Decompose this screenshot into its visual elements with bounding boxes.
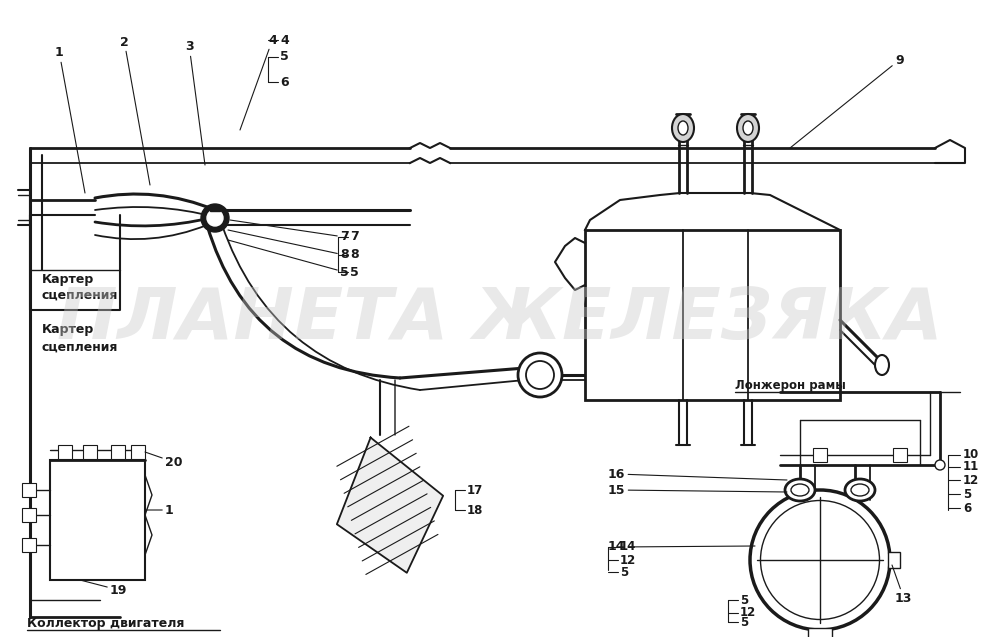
Circle shape xyxy=(201,204,229,232)
Text: 7: 7 xyxy=(230,220,349,243)
Text: 3: 3 xyxy=(185,41,205,165)
Bar xyxy=(83,445,97,459)
Ellipse shape xyxy=(743,121,753,135)
Text: 5: 5 xyxy=(228,240,349,278)
Text: 1: 1 xyxy=(145,503,174,517)
Ellipse shape xyxy=(845,479,875,501)
Text: 18: 18 xyxy=(467,503,483,517)
Text: Лонжерон рамы: Лонжерон рамы xyxy=(735,378,846,392)
Text: 2: 2 xyxy=(120,36,150,185)
Text: 20: 20 xyxy=(145,452,182,468)
Bar xyxy=(131,445,145,459)
Circle shape xyxy=(518,353,562,397)
Text: 12: 12 xyxy=(620,554,636,566)
Text: 4: 4 xyxy=(280,34,289,47)
Text: Коллектор двигателя: Коллектор двигателя xyxy=(27,617,184,631)
Bar xyxy=(111,445,125,459)
Circle shape xyxy=(761,501,880,620)
Circle shape xyxy=(935,460,945,470)
Ellipse shape xyxy=(785,479,815,501)
Text: 5: 5 xyxy=(620,566,628,578)
Bar xyxy=(813,448,827,462)
Text: Картер: Картер xyxy=(42,273,94,287)
Text: сцепления: сцепления xyxy=(42,341,118,354)
Text: 16: 16 xyxy=(608,468,787,480)
Ellipse shape xyxy=(672,114,694,142)
Bar xyxy=(22,538,36,552)
Text: 14: 14 xyxy=(608,541,755,554)
Bar xyxy=(893,448,907,462)
Text: 12: 12 xyxy=(963,473,979,487)
Ellipse shape xyxy=(851,484,869,496)
Text: 11: 11 xyxy=(963,461,979,473)
Text: 5: 5 xyxy=(280,50,289,64)
Text: 14: 14 xyxy=(620,541,636,554)
Text: 6: 6 xyxy=(963,501,971,515)
Text: Картер: Картер xyxy=(42,324,94,336)
Bar xyxy=(58,445,72,459)
Text: 5: 5 xyxy=(740,615,748,629)
Text: 4: 4 xyxy=(240,34,277,130)
Ellipse shape xyxy=(791,484,809,496)
Text: 12: 12 xyxy=(740,606,756,620)
Text: сцепления: сцепления xyxy=(42,289,118,301)
Bar xyxy=(210,205,220,211)
Bar xyxy=(808,628,832,637)
Polygon shape xyxy=(337,438,443,573)
Text: 6: 6 xyxy=(280,76,289,89)
Bar xyxy=(22,508,36,522)
Bar xyxy=(50,460,145,580)
Circle shape xyxy=(526,361,554,389)
Circle shape xyxy=(750,490,890,630)
Text: 8: 8 xyxy=(350,248,359,262)
Text: 7: 7 xyxy=(350,231,359,243)
Text: 1: 1 xyxy=(55,47,85,193)
Bar xyxy=(585,230,840,400)
Ellipse shape xyxy=(737,114,759,142)
Ellipse shape xyxy=(875,355,889,375)
Bar xyxy=(22,483,36,497)
Text: 15: 15 xyxy=(608,483,787,496)
Text: 5: 5 xyxy=(350,266,359,278)
Text: 5: 5 xyxy=(963,487,971,501)
Text: 13: 13 xyxy=(892,565,912,605)
Bar xyxy=(888,552,900,568)
Text: 5: 5 xyxy=(740,594,748,606)
Ellipse shape xyxy=(678,121,688,135)
Text: 8: 8 xyxy=(228,230,349,262)
Circle shape xyxy=(207,210,223,226)
Text: 9: 9 xyxy=(790,54,904,148)
Text: 19: 19 xyxy=(80,580,127,596)
Text: ПЛАНЕТА ЖЕЛЕЗЯКА: ПЛАНЕТА ЖЕЛЕЗЯКА xyxy=(57,285,943,355)
Text: 10: 10 xyxy=(963,448,979,461)
Text: 17: 17 xyxy=(467,483,483,496)
